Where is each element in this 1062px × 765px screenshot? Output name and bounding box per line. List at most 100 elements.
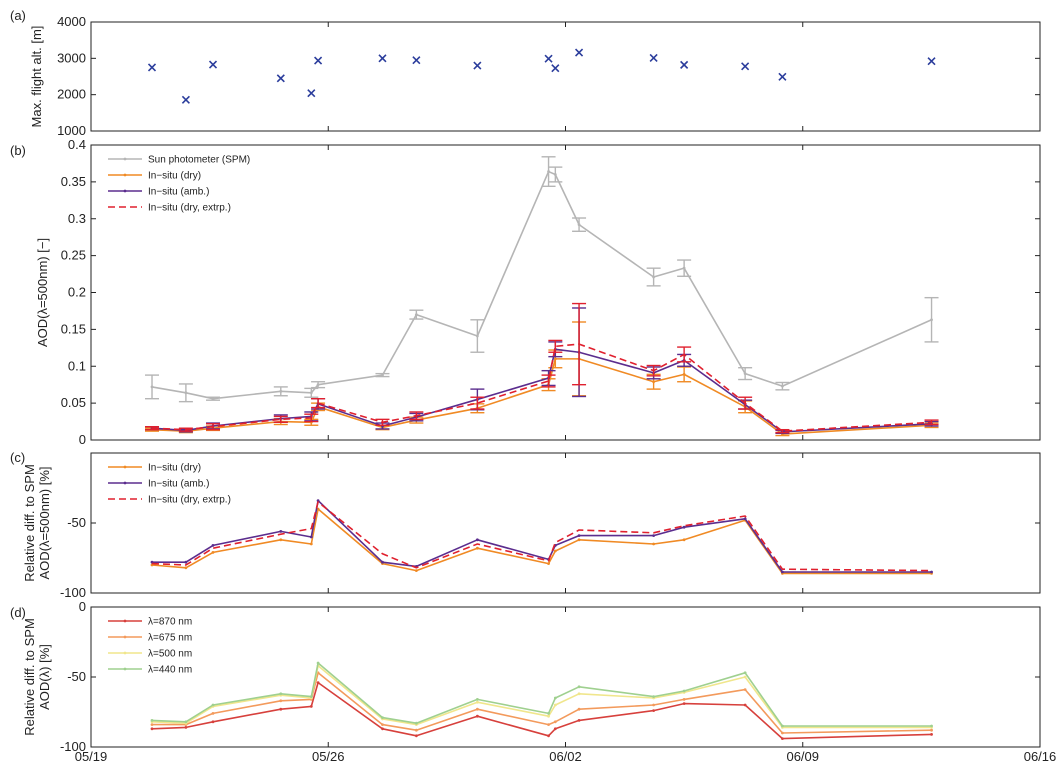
series-point bbox=[652, 703, 656, 707]
legend-label: λ=440 nm bbox=[148, 665, 192, 676]
error-bar bbox=[273, 415, 288, 423]
legend-label: In−situ (dry) bbox=[148, 171, 201, 182]
scatter-point bbox=[680, 60, 689, 69]
series-point bbox=[309, 542, 313, 546]
series-point bbox=[781, 724, 784, 728]
series-point bbox=[652, 380, 656, 384]
scatter-point bbox=[649, 53, 658, 63]
series-point bbox=[682, 266, 686, 270]
legend-label: λ=675 nm bbox=[148, 633, 192, 644]
series-point bbox=[279, 530, 283, 533]
legend-marker bbox=[123, 619, 127, 623]
data-layer bbox=[150, 499, 933, 575]
legend-marker bbox=[123, 635, 127, 639]
plot-frame bbox=[90, 21, 1041, 132]
point-stroke bbox=[276, 74, 285, 83]
legend-marker bbox=[123, 667, 127, 671]
series-point bbox=[682, 689, 686, 693]
series-point bbox=[652, 695, 656, 698]
series-point bbox=[211, 712, 215, 715]
panel-label: (d) bbox=[10, 605, 26, 620]
series-line bbox=[152, 671, 932, 734]
series-point bbox=[577, 707, 581, 711]
series-point bbox=[930, 724, 933, 728]
point-stroke bbox=[147, 63, 157, 72]
y-tick-label: -50 bbox=[67, 515, 86, 530]
panel-c: (c) -100 -50 Relative diff. to SPM AOD(λ=500… bbox=[10, 450, 1041, 600]
scatter-point bbox=[276, 74, 285, 83]
series-point bbox=[475, 707, 479, 711]
series-point bbox=[930, 318, 933, 322]
scatter-point bbox=[208, 60, 218, 69]
series-point bbox=[150, 385, 154, 389]
series-point bbox=[743, 675, 747, 679]
series-point bbox=[309, 705, 313, 708]
point-stroke bbox=[741, 62, 750, 71]
series-point bbox=[475, 698, 479, 701]
series-point bbox=[577, 719, 581, 722]
data-layer bbox=[145, 156, 939, 437]
y-tick-label: 1000 bbox=[57, 123, 86, 138]
scatter-point bbox=[181, 95, 190, 104]
series-point bbox=[547, 712, 550, 715]
scatter-point bbox=[147, 63, 157, 72]
y-axis-label: AOD(λ=500nm) [%] bbox=[37, 466, 52, 579]
x-tick-label: 06/09 bbox=[786, 749, 819, 764]
series-point bbox=[743, 517, 747, 521]
error-bar bbox=[775, 428, 790, 434]
series-point bbox=[184, 566, 188, 570]
legend-marker bbox=[123, 157, 127, 161]
series-point bbox=[184, 391, 188, 395]
y-tick-label: 0.35 bbox=[61, 174, 86, 189]
scatter-point bbox=[473, 61, 482, 70]
series-point bbox=[150, 719, 154, 722]
series-point bbox=[930, 733, 933, 736]
series-point bbox=[577, 538, 581, 542]
scatter-point bbox=[927, 57, 936, 66]
series-point bbox=[414, 569, 418, 572]
series-point bbox=[547, 723, 550, 726]
series-line bbox=[151, 508, 932, 575]
point-stroke bbox=[778, 72, 787, 81]
x-tick-label: 06/02 bbox=[549, 749, 582, 764]
series-point bbox=[781, 731, 784, 735]
series-point bbox=[652, 275, 656, 279]
legend-label: In−situ (amb.) bbox=[148, 187, 209, 198]
point-stroke bbox=[181, 95, 190, 104]
point-stroke bbox=[574, 48, 584, 57]
series-point bbox=[279, 389, 283, 393]
data-layer bbox=[147, 48, 936, 104]
scatter-point bbox=[551, 64, 560, 73]
y-axis-label: Relative diff. to SPM bbox=[22, 464, 37, 582]
y-axis-label: AOD(λ) [%] bbox=[37, 644, 52, 710]
series-point bbox=[553, 173, 557, 176]
legend-marker bbox=[123, 651, 127, 655]
y-axis-label: Max. flight alt. [m] bbox=[29, 26, 44, 128]
legend-marker bbox=[123, 465, 127, 469]
y-tick-label: 2000 bbox=[57, 87, 86, 102]
legend-label: Sun photometer (SPM) bbox=[148, 155, 250, 166]
scatter-point bbox=[741, 62, 750, 71]
series-point bbox=[475, 714, 479, 718]
panel-a: (a) 1000 2000 3000 4000 Max. flight alt. [m] bbox=[10, 8, 1041, 138]
series-point bbox=[211, 720, 215, 724]
series-point bbox=[553, 720, 557, 724]
y-tick-label: 0 bbox=[79, 432, 86, 447]
series-point bbox=[682, 525, 686, 529]
series-point bbox=[682, 372, 686, 376]
point-stroke bbox=[680, 60, 689, 69]
series-point bbox=[682, 698, 686, 701]
y-axis-label: Relative diff. to SPM bbox=[22, 618, 37, 736]
series-point bbox=[743, 671, 747, 675]
series-point bbox=[930, 728, 933, 732]
series-point bbox=[652, 709, 656, 712]
x-tick-label: 05/19 bbox=[75, 749, 108, 764]
series-point bbox=[553, 696, 557, 700]
y-tick-label: 3000 bbox=[57, 50, 86, 65]
legend-label: In−situ (dry) bbox=[148, 463, 201, 474]
series-point bbox=[682, 538, 686, 542]
point-stroke bbox=[378, 54, 387, 63]
legend-label: In−situ (amb.) bbox=[148, 479, 209, 490]
series-point bbox=[279, 538, 283, 542]
